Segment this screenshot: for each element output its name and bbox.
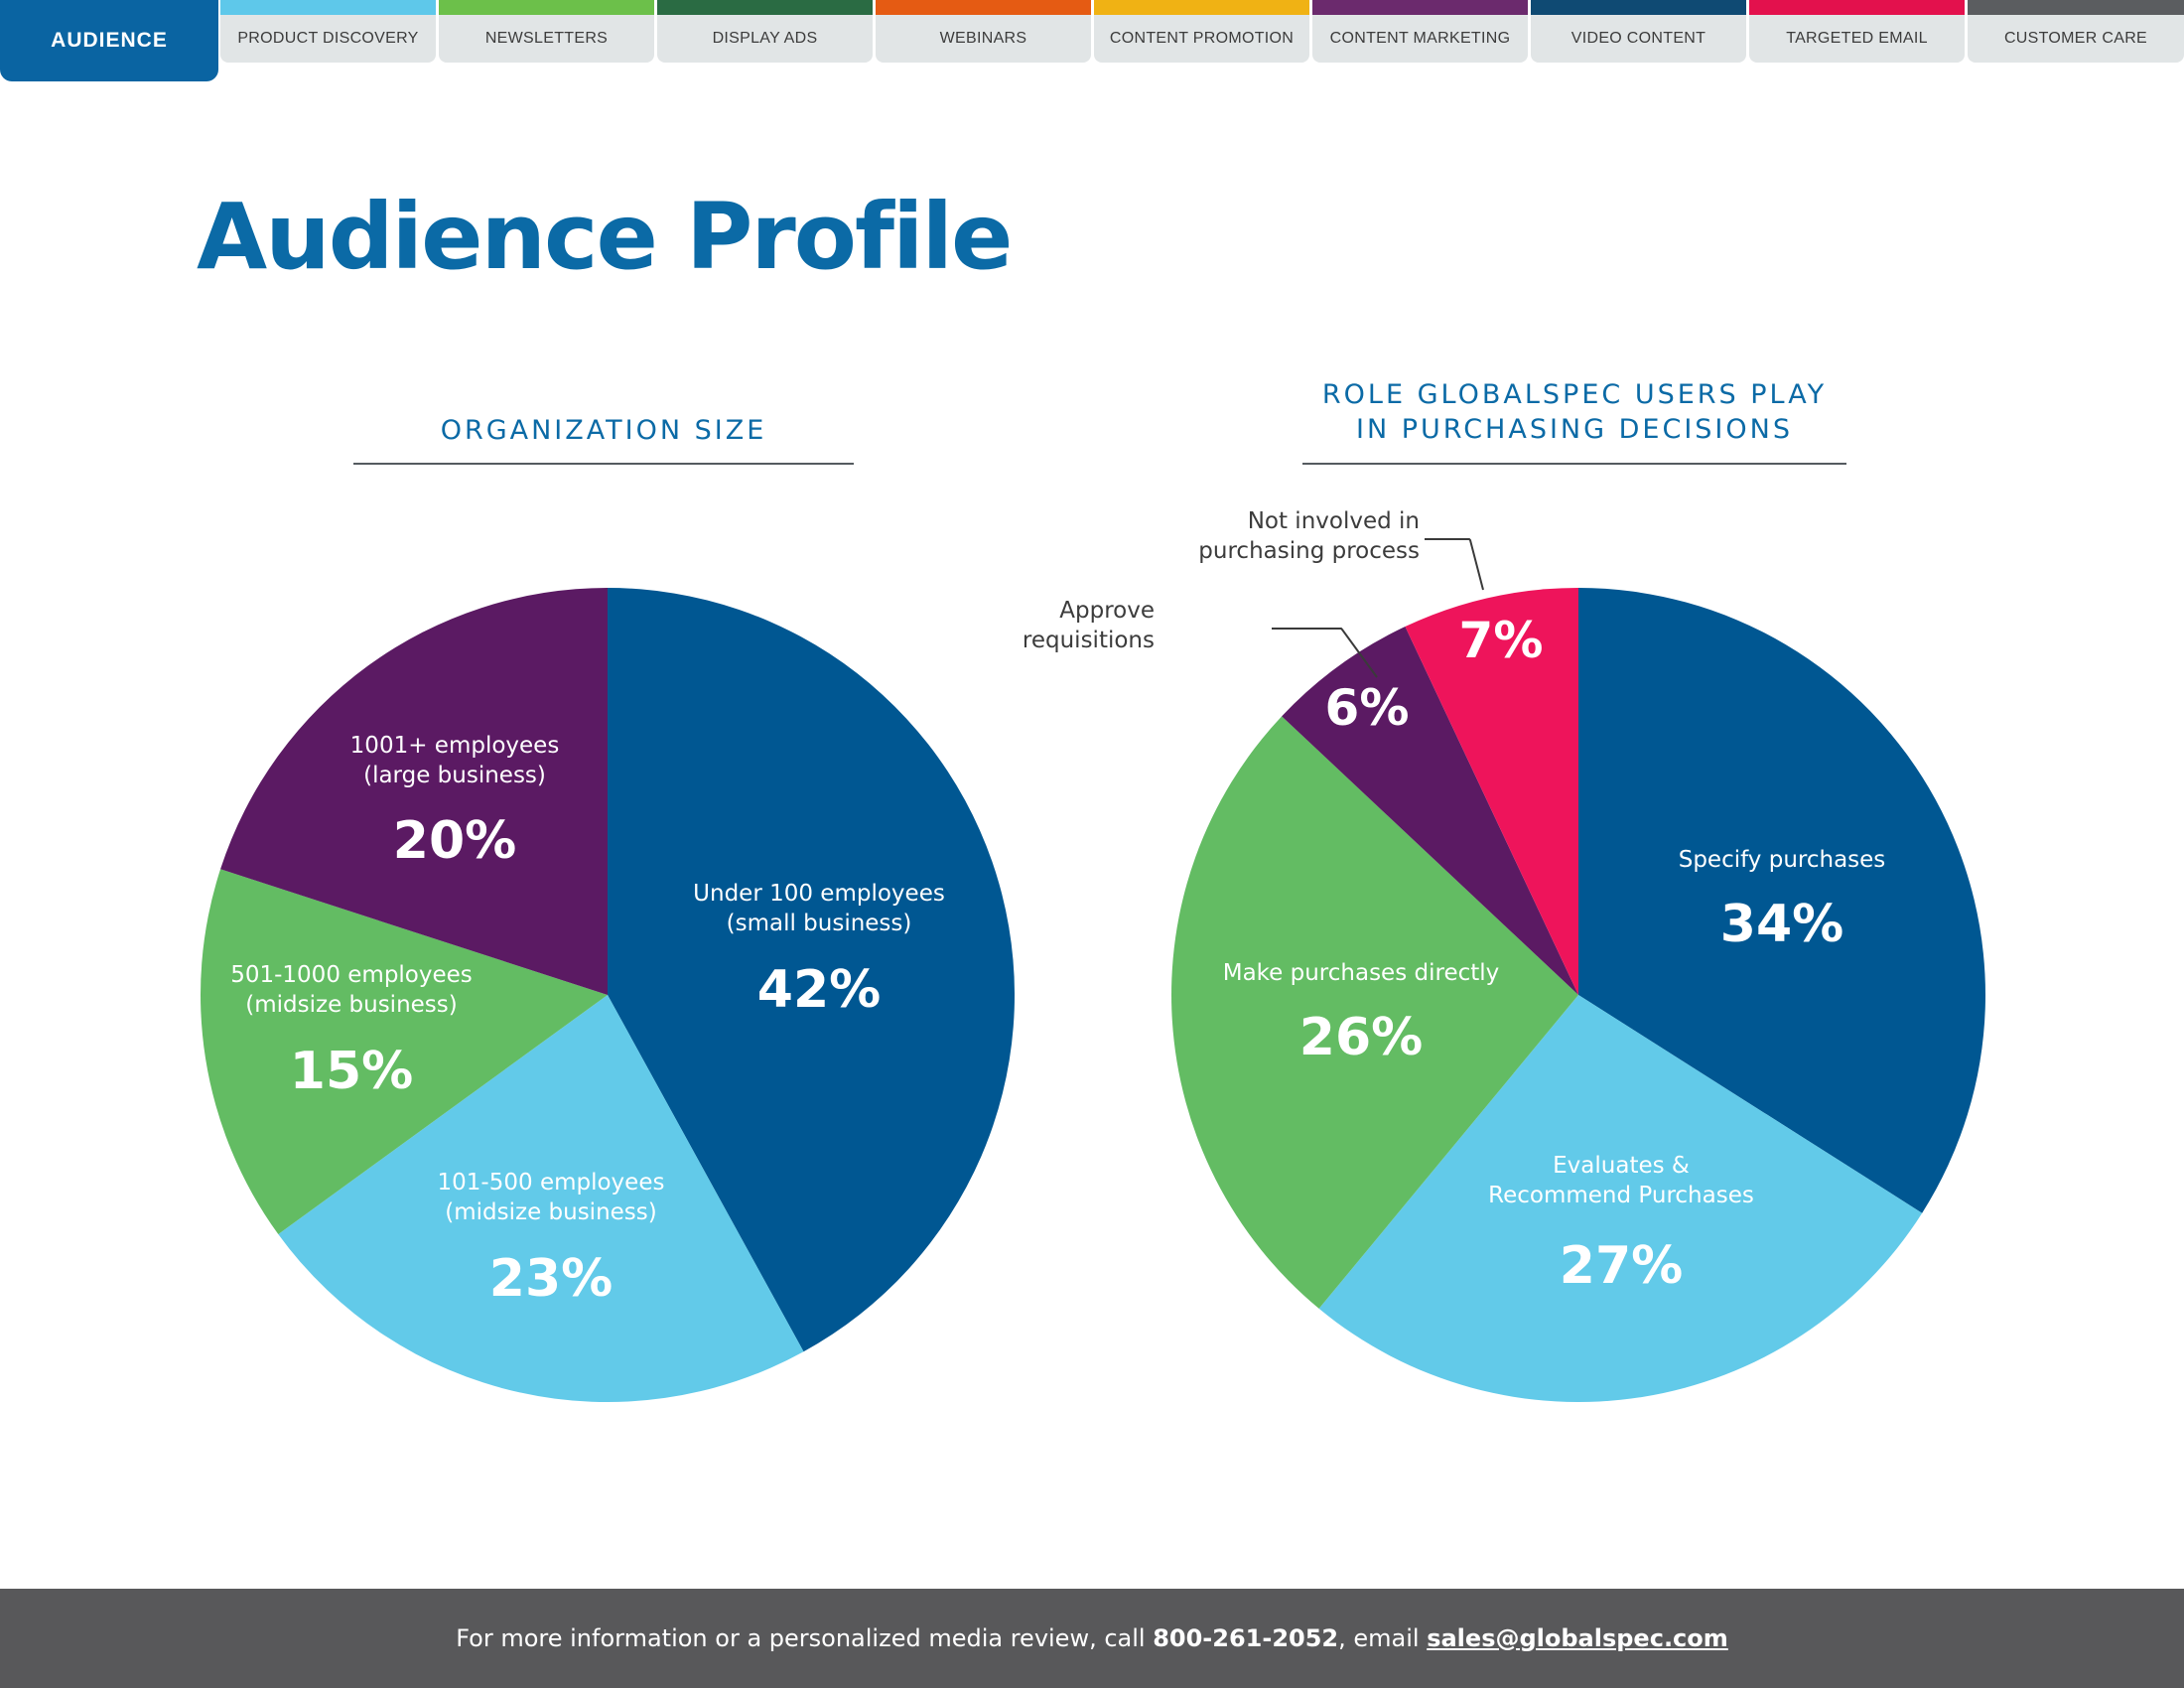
page-title: Audience Profile (197, 184, 1013, 290)
footer-text-before: For more information or a personalized m… (456, 1624, 1154, 1652)
category-label-101-500-employees-midsize-business: (midsize business) (445, 1199, 657, 1225)
pct-label-under-100-employees-small-business: 42% (757, 960, 881, 1020)
org-size-title-rule (353, 463, 854, 465)
tab-customer-care[interactable]: CUSTOMER CARE (1968, 0, 2184, 63)
category-label-501-1000-employees-midsize-business: 501-1000 employees (230, 962, 473, 988)
category-label-101-500-employees-midsize-business: 101-500 employees (438, 1170, 665, 1196)
tab-label: NEWSLETTERS (484, 30, 609, 47)
tab-label: VIDEO CONTENT (1570, 30, 1706, 47)
tab-label: TARGETED EMAIL (1786, 30, 1928, 47)
pct-label-not-involved-in-purchasing-process: 7% (1459, 612, 1544, 669)
category-label-make-purchases-directly: Make purchases directly (1223, 960, 1500, 986)
purchasing-role-chart-title: ROLE GLOBALSPEC USERS PLAY IN PURCHASING… (1302, 377, 1846, 447)
callout-line-not-involved-in-purchasing-process (1425, 538, 1484, 591)
pct-label-1001-employees-large-business: 20% (393, 811, 516, 871)
tab-color-strip (1531, 0, 1746, 15)
tab-video-content[interactable]: VIDEO CONTENT (1531, 0, 1746, 63)
pct-label-make-purchases-directly: 26% (1299, 1008, 1423, 1067)
callout-line-approve-requisitions (1272, 628, 1378, 678)
tab-color-strip (439, 0, 654, 15)
category-label-under-100-employees-small-business: Under 100 employees (693, 881, 945, 907)
pie-slice-make-purchases-directly (1171, 716, 1578, 1309)
pie-slice-501-1000-employees-midsize-business (201, 869, 608, 1234)
tab-color-strip (1094, 0, 1309, 15)
pct-label-501-1000-employees-midsize-business: 15% (290, 1042, 413, 1101)
tab-color-strip (1749, 0, 1965, 15)
pie-slice-1001-employees-large-business (220, 588, 608, 995)
tab-color-strip (1968, 0, 2184, 15)
tab-newsletters[interactable]: NEWSLETTERS (439, 0, 654, 63)
pie-slice-not-involved-in-purchasing-process (1405, 588, 1578, 995)
category-label-approve-requisitions: requisitions (1023, 628, 1155, 653)
pie-slice-specify-purchases (1578, 588, 1985, 1213)
tab-label: PRODUCT DISCOVERY (237, 30, 419, 47)
category-label-specify-purchases: Specify purchases (1679, 847, 1886, 873)
tab-label: AUDIENCE (51, 29, 168, 52)
tab-color-strip (876, 0, 1091, 15)
category-label-not-involved-in-purchasing-process: purchasing process (1198, 538, 1420, 564)
footer-email-link[interactable]: sales@globalspec.com (1427, 1624, 1728, 1652)
category-label-1001-employees-large-business: 1001+ employees (350, 733, 560, 759)
pie-slice-101-500-employees-midsize-business (278, 995, 804, 1403)
category-label-under-100-employees-small-business: (small business) (727, 911, 912, 936)
tab-webinars[interactable]: WEBINARS (876, 0, 1091, 63)
tab-label: CONTENT MARKETING (1329, 30, 1511, 47)
tab-label: WEBINARS (939, 30, 1027, 47)
pie-slice-under-100-employees-small-business (608, 588, 1016, 1352)
purchasing-role-title-line-1: ROLE GLOBALSPEC USERS PLAY (1321, 379, 1828, 410)
tab-product-discovery[interactable]: PRODUCT DISCOVERY (220, 0, 436, 63)
tab-label: DISPLAY ADS (712, 30, 818, 47)
purchasing-role-title-rule (1302, 463, 1846, 465)
footer-bar: For more information or a personalized m… (0, 1589, 2184, 1688)
purchasing-role-title-line-2: IN PURCHASING DECISIONS (1356, 414, 1793, 445)
tab-label: CUSTOMER CARE (2003, 30, 2148, 47)
tab-label: CONTENT PROMOTION (1109, 30, 1295, 47)
pie-slice-approve-requisitions (1282, 627, 1578, 995)
footer-text-middle: , email (1338, 1624, 1428, 1652)
category-label-approve-requisitions: Approve (1059, 598, 1155, 624)
category-label-evaluates-recommend-purchases: Recommend Purchases (1488, 1183, 1754, 1208)
tab-display-ads[interactable]: DISPLAY ADS (657, 0, 873, 63)
tab-color-strip (1312, 0, 1528, 15)
tab-content-promotion[interactable]: CONTENT PROMOTION (1094, 0, 1309, 63)
category-label-evaluates-recommend-purchases: Evaluates & (1553, 1153, 1690, 1179)
pie-slice-evaluates-recommend-purchases (1318, 995, 1923, 1402)
tab-color-strip (657, 0, 873, 15)
tab-color-strip (220, 0, 436, 15)
tab-audience[interactable]: AUDIENCE (0, 0, 218, 81)
pct-label-specify-purchases: 34% (1720, 895, 1843, 954)
org-size-chart-title: ORGANIZATION SIZE (353, 413, 854, 448)
tab-targeted-email[interactable]: TARGETED EMAIL (1749, 0, 1965, 63)
footer-contact-text: For more information or a personalized m… (456, 1624, 1728, 1652)
footer-phone[interactable]: 800-261-2052 (1153, 1624, 1339, 1652)
pct-label-evaluates-recommend-purchases: 27% (1560, 1236, 1683, 1296)
section-tab-bar: AUDIENCE PRODUCT DISCOVERY NEWSLETTERS D… (0, 0, 2184, 81)
category-label-501-1000-employees-midsize-business: (midsize business) (245, 992, 458, 1018)
org-size-title-text: ORGANIZATION SIZE (440, 415, 767, 446)
category-label-not-involved-in-purchasing-process: Not involved in (1248, 508, 1420, 534)
tab-content-marketing[interactable]: CONTENT MARKETING (1312, 0, 1528, 63)
pct-label-101-500-employees-midsize-business: 23% (489, 1249, 613, 1309)
pct-label-approve-requisitions: 6% (1325, 679, 1410, 737)
category-label-1001-employees-large-business: (large business) (363, 763, 546, 788)
